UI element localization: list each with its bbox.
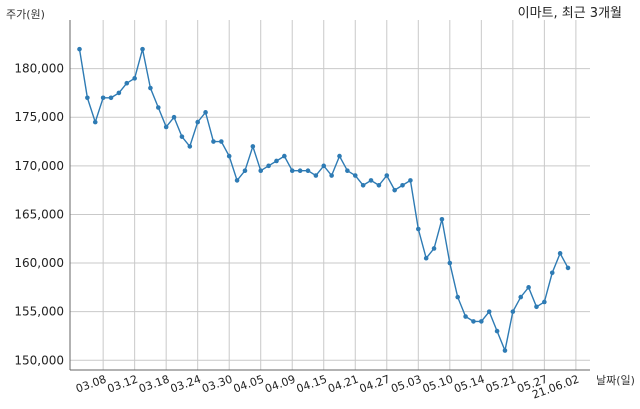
data-point [360, 182, 366, 188]
grid [70, 20, 590, 370]
data-point [195, 119, 200, 125]
data-point [479, 319, 484, 324]
series-group [77, 46, 571, 353]
data-point [92, 119, 98, 125]
data-point [502, 348, 508, 353]
data-point [100, 95, 106, 101]
data-point [321, 163, 327, 169]
data-point [352, 173, 358, 178]
data-point [313, 173, 319, 178]
data-point [305, 168, 311, 173]
data-point [534, 304, 539, 310]
chart-title: 이마트, 최근 3개월 [518, 6, 622, 21]
x-tick-label: 03.24 [169, 373, 203, 396]
data-point [163, 124, 169, 130]
data-point [376, 182, 382, 188]
data-point [124, 80, 130, 86]
y-tick-label: 165,000 [14, 207, 64, 221]
data-point [242, 168, 248, 173]
data-point [140, 46, 145, 52]
data-point [85, 95, 90, 101]
x-tick-label: 05.10 [421, 373, 455, 396]
data-point [179, 134, 185, 139]
data-point [408, 178, 413, 183]
x-tick-label: 03.30 [200, 373, 234, 396]
data-point [557, 251, 563, 256]
x-tick-label: 05.14 [452, 373, 486, 396]
y-tick-label: 160,000 [14, 256, 64, 270]
data-point [486, 309, 492, 314]
data-point [518, 294, 524, 300]
data-point [447, 260, 453, 266]
x-tick-label: 03.08 [74, 373, 108, 396]
y-axis-label: 주가(원) [6, 8, 45, 21]
data-point [203, 110, 208, 115]
data-point [155, 105, 161, 110]
x-tick-labels: 03.0803.1203.1803.2403.3004.0504.0904.15… [74, 373, 581, 402]
data-point [400, 182, 405, 188]
data-point [258, 168, 264, 173]
data-point [542, 299, 547, 305]
y-tick-labels: 150,000 155,000 160,000 165,000 170,000 175,0… [14, 62, 64, 368]
x-tick-label: 04.21 [326, 373, 360, 396]
data-point [171, 114, 177, 120]
x-tick-label: 04.27 [358, 373, 392, 396]
y-tick-label: 175,000 [14, 110, 64, 124]
data-point [108, 95, 114, 101]
x-tick-label: 05.21 [484, 373, 518, 396]
data-point [345, 168, 350, 173]
data-point [337, 153, 342, 159]
data-point [494, 328, 500, 334]
data-point [471, 319, 476, 324]
data-point [415, 226, 421, 232]
data-point [219, 139, 224, 144]
data-point [211, 139, 216, 144]
data-point [431, 246, 437, 251]
data-point [234, 178, 240, 183]
data-point [384, 173, 390, 178]
axes [69, 20, 590, 371]
data-point [132, 76, 137, 81]
x-tick-label: 04.15 [295, 373, 329, 396]
x-tick-label: 03.18 [137, 373, 171, 396]
data-point [392, 187, 397, 193]
data-point [329, 173, 334, 178]
data-point [289, 168, 295, 173]
data-point [368, 178, 374, 183]
data-point [266, 163, 271, 169]
data-point [77, 46, 82, 52]
data-point [116, 90, 122, 96]
y-tick-label: 150,000 [14, 353, 64, 367]
x-tick-label: 03.12 [106, 373, 140, 396]
data-point [187, 144, 193, 149]
x-axis-label: 날짜(일) [596, 373, 635, 387]
data-point [282, 153, 287, 159]
data-point [463, 314, 468, 319]
data-point [423, 255, 429, 261]
y-tick-label: 180,000 [14, 62, 64, 76]
x-tick-label: 04.09 [263, 373, 297, 396]
x-tick-label: 04.05 [232, 373, 266, 396]
data-point [226, 153, 232, 159]
data-point [549, 270, 555, 276]
data-point [439, 217, 445, 222]
data-point [565, 265, 571, 271]
y-tick-label: 170,000 [14, 159, 64, 173]
x-tick-label: 05.03 [389, 373, 423, 396]
data-point [274, 158, 279, 164]
data-point [250, 144, 256, 149]
data-point [148, 85, 153, 91]
data-point [510, 309, 516, 314]
data-point [455, 294, 460, 300]
y-tick-label: 155,000 [14, 305, 64, 319]
data-point [297, 168, 303, 173]
data-point [526, 285, 531, 290]
